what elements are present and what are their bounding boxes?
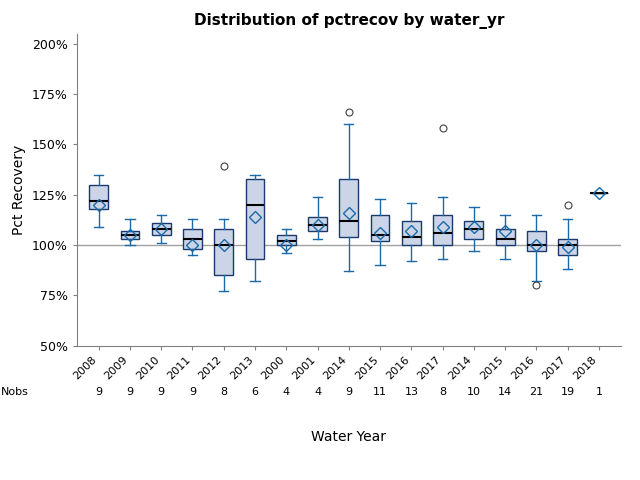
Text: 10: 10 bbox=[467, 387, 481, 397]
Text: 9: 9 bbox=[126, 387, 134, 397]
Text: 6: 6 bbox=[252, 387, 259, 397]
Text: 8: 8 bbox=[220, 387, 227, 397]
Text: Nobs: Nobs bbox=[1, 387, 28, 397]
PathPatch shape bbox=[214, 229, 233, 275]
Text: 8: 8 bbox=[439, 387, 446, 397]
Y-axis label: Pct Recovery: Pct Recovery bbox=[12, 144, 26, 235]
Text: 9: 9 bbox=[157, 387, 164, 397]
Text: 13: 13 bbox=[404, 387, 419, 397]
Text: 4: 4 bbox=[314, 387, 321, 397]
Text: 19: 19 bbox=[561, 387, 575, 397]
PathPatch shape bbox=[402, 221, 420, 245]
Text: 9: 9 bbox=[95, 387, 102, 397]
X-axis label: Water Year: Water Year bbox=[311, 430, 387, 444]
PathPatch shape bbox=[339, 179, 358, 237]
PathPatch shape bbox=[465, 221, 483, 239]
PathPatch shape bbox=[371, 215, 390, 241]
PathPatch shape bbox=[246, 179, 264, 259]
Text: 14: 14 bbox=[498, 387, 512, 397]
PathPatch shape bbox=[183, 229, 202, 249]
PathPatch shape bbox=[308, 217, 327, 231]
Text: 1: 1 bbox=[595, 387, 602, 397]
PathPatch shape bbox=[558, 239, 577, 255]
PathPatch shape bbox=[277, 235, 296, 245]
Text: 11: 11 bbox=[373, 387, 387, 397]
PathPatch shape bbox=[496, 229, 515, 245]
Text: 9: 9 bbox=[345, 387, 353, 397]
Title: Distribution of pctrecov by water_yr: Distribution of pctrecov by water_yr bbox=[193, 13, 504, 29]
Text: 4: 4 bbox=[283, 387, 290, 397]
PathPatch shape bbox=[433, 215, 452, 245]
PathPatch shape bbox=[120, 231, 140, 239]
Text: 9: 9 bbox=[189, 387, 196, 397]
PathPatch shape bbox=[90, 185, 108, 209]
PathPatch shape bbox=[152, 223, 171, 235]
Text: 21: 21 bbox=[529, 387, 543, 397]
PathPatch shape bbox=[527, 231, 546, 251]
